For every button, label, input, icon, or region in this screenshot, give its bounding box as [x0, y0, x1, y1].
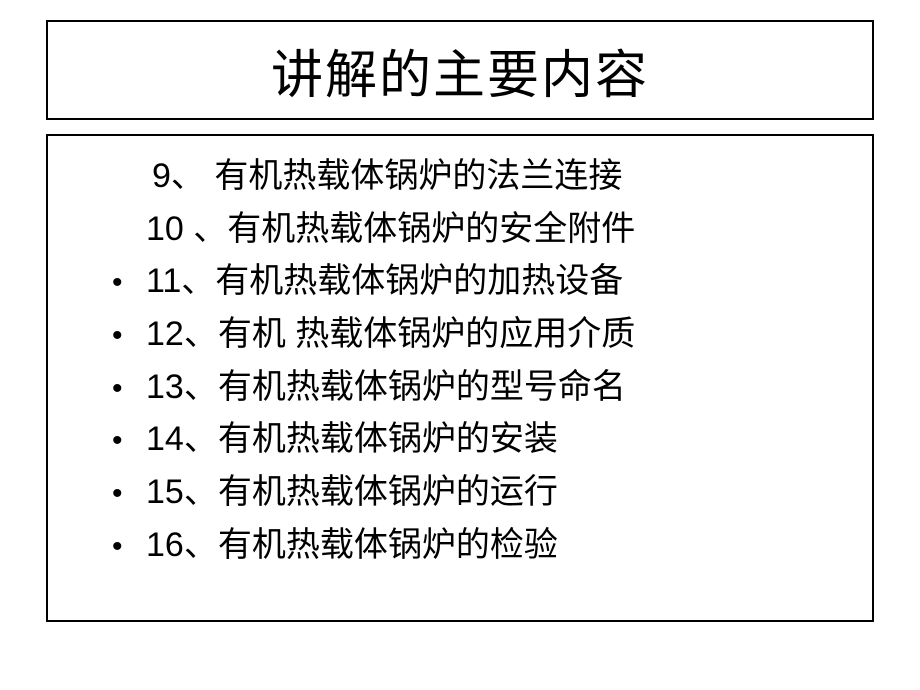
list-item: 9、 有机热载体锅炉的法兰连接	[48, 150, 872, 203]
list-item: 13、有机热载体锅炉的型号命名	[48, 361, 872, 414]
list-item: 14、有机热载体锅炉的安装	[48, 413, 872, 466]
page-title: 讲解的主要内容	[271, 33, 649, 108]
content-box: 9、 有机热载体锅炉的法兰连接 10 、有机热载体锅炉的安全附件 11、有机热载…	[46, 134, 874, 622]
list-item: 10 、有机热载体锅炉的安全附件	[48, 203, 872, 256]
title-box: 讲解的主要内容	[46, 20, 874, 120]
list-item: 16、有机热载体锅炉的检验	[48, 519, 872, 572]
list-item: 11、有机热载体锅炉的加热设备	[48, 255, 872, 308]
list-item: 15、有机热载体锅炉的运行	[48, 466, 872, 519]
list-item: 12、有机 热载体锅炉的应用介质	[48, 308, 872, 361]
